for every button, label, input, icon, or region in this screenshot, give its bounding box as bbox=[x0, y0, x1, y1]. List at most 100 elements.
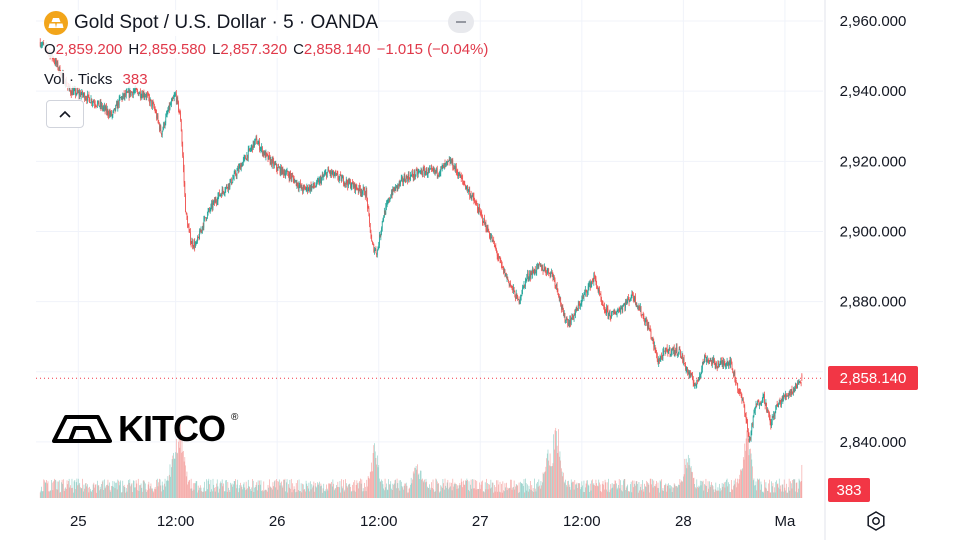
candle-body bbox=[338, 178, 339, 180]
volume-bar bbox=[302, 483, 303, 498]
candle-body bbox=[790, 389, 792, 393]
volume-bar bbox=[135, 487, 136, 498]
symbol-title[interactable]: Gold Spot / U.S. Dollar · 5 · OANDA bbox=[44, 10, 379, 36]
candle-body bbox=[198, 237, 200, 240]
volume-bar bbox=[84, 488, 86, 498]
volume-bar bbox=[403, 489, 404, 498]
candle-body bbox=[762, 400, 763, 403]
volume-bar bbox=[259, 480, 260, 498]
candle-body bbox=[253, 141, 255, 146]
volume-bar bbox=[68, 478, 70, 498]
collapse-indicators-button[interactable] bbox=[46, 100, 84, 128]
chart-settings-button[interactable] bbox=[864, 509, 888, 533]
candle-body bbox=[386, 202, 388, 205]
volume-bar bbox=[508, 488, 509, 498]
volume-bar bbox=[523, 479, 525, 498]
candle-body bbox=[640, 307, 641, 311]
candle-body bbox=[573, 316, 574, 319]
volume-bar bbox=[102, 480, 104, 498]
candle-body bbox=[678, 349, 680, 353]
volume-bar bbox=[620, 480, 621, 498]
volume-bar bbox=[759, 489, 761, 498]
candle-body bbox=[684, 363, 686, 365]
volume-bar bbox=[144, 483, 146, 498]
candle-body bbox=[793, 388, 795, 390]
volume-bar bbox=[729, 491, 731, 498]
candle-body bbox=[472, 194, 474, 197]
candle-body bbox=[520, 295, 522, 297]
candle-body bbox=[465, 188, 467, 189]
candle-body bbox=[501, 264, 503, 267]
volume-bar bbox=[730, 492, 731, 498]
candle-body bbox=[599, 289, 600, 294]
volume-bar bbox=[392, 483, 394, 498]
candle-body bbox=[663, 350, 664, 352]
volume-bar bbox=[541, 485, 542, 498]
candle-body bbox=[653, 340, 655, 347]
volume-bar bbox=[594, 485, 595, 498]
volume-bar bbox=[89, 486, 90, 498]
candle-body bbox=[695, 384, 697, 386]
candle-body bbox=[418, 171, 420, 173]
volume-bar bbox=[379, 481, 381, 498]
volume-bar bbox=[310, 489, 312, 498]
volume-bar bbox=[355, 491, 356, 498]
candle-body bbox=[552, 273, 554, 278]
candle-body bbox=[519, 300, 521, 303]
candle-body bbox=[432, 169, 434, 171]
collapse-legend-button[interactable] bbox=[448, 11, 474, 33]
candle-body bbox=[573, 313, 575, 319]
candle-body bbox=[687, 371, 689, 373]
candle-body bbox=[683, 358, 685, 364]
volume-bar bbox=[94, 484, 96, 498]
candle-body bbox=[164, 123, 166, 127]
volume-bar bbox=[529, 489, 530, 498]
candle-body bbox=[348, 179, 349, 187]
volume-bar bbox=[101, 481, 103, 498]
candle-body bbox=[429, 168, 431, 170]
candle-body bbox=[298, 185, 300, 189]
volume-bar bbox=[732, 489, 734, 498]
candle-body bbox=[575, 307, 577, 312]
candle-body bbox=[498, 257, 499, 259]
volume-bar bbox=[608, 492, 610, 498]
volume-bar bbox=[88, 492, 90, 498]
volume-bar bbox=[614, 480, 616, 498]
candle-body bbox=[502, 266, 504, 268]
volume-bar bbox=[422, 478, 423, 498]
candle-body bbox=[258, 141, 260, 144]
volume-bar bbox=[149, 486, 151, 498]
candle-body bbox=[139, 91, 141, 94]
volume-bar bbox=[381, 479, 382, 498]
volume-legend[interactable]: Vol · Ticks 383 bbox=[44, 71, 148, 88]
candle-body bbox=[780, 401, 782, 406]
volume-bar bbox=[259, 484, 261, 498]
volume-value: 383 bbox=[122, 71, 148, 88]
candle-body bbox=[362, 191, 363, 194]
candle-body bbox=[335, 172, 337, 174]
candle-body bbox=[676, 347, 678, 355]
volume-bar bbox=[367, 486, 368, 498]
volume-bar bbox=[746, 430, 748, 498]
candle-body bbox=[615, 313, 617, 315]
candle-body bbox=[677, 353, 679, 355]
candle-body bbox=[645, 320, 647, 322]
volume-bar bbox=[561, 468, 562, 498]
time-axis[interactable]: 25 12:00 26 12:00 27 12:00 28 Ma bbox=[70, 513, 796, 530]
candle-body bbox=[402, 177, 404, 182]
volume-bar bbox=[272, 482, 274, 498]
candle-body bbox=[317, 180, 318, 182]
candle-body bbox=[767, 409, 769, 412]
candle-body bbox=[492, 239, 494, 242]
candle-body bbox=[441, 166, 443, 168]
candle-body bbox=[262, 147, 263, 155]
candle-body bbox=[594, 275, 595, 277]
volume-bar bbox=[203, 487, 205, 498]
volume-bar bbox=[626, 486, 628, 498]
candle-body bbox=[351, 182, 353, 187]
candle-body bbox=[132, 92, 133, 96]
candle-body bbox=[753, 413, 755, 417]
volume-bar bbox=[782, 484, 784, 498]
volume-bar bbox=[225, 480, 227, 498]
candle-body bbox=[113, 108, 115, 110]
